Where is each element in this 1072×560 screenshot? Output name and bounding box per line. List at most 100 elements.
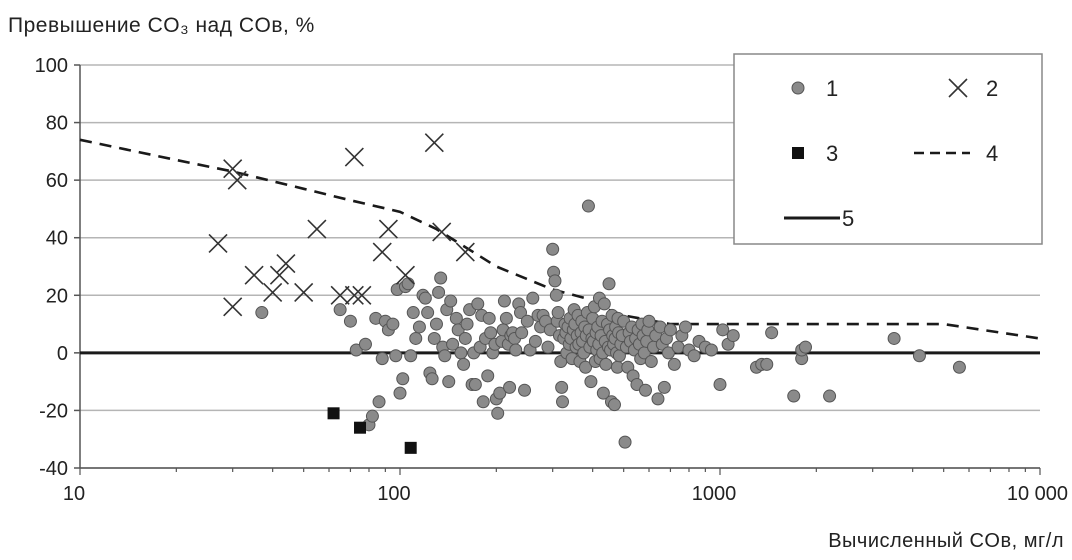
point-series-1 bbox=[432, 285, 446, 299]
point-series-1 bbox=[446, 337, 460, 351]
point-series-1 bbox=[457, 357, 471, 371]
legend-marker bbox=[792, 147, 804, 159]
y-tick-label: 20 bbox=[46, 285, 68, 307]
point-series-1 bbox=[514, 306, 528, 320]
point-series-1 bbox=[618, 435, 632, 449]
point-series-1 bbox=[716, 323, 730, 337]
legend-item-2: 2 bbox=[948, 76, 998, 101]
point-series-1 bbox=[365, 409, 379, 423]
point-series-1 bbox=[551, 306, 565, 320]
y-tick-label: -20 bbox=[39, 400, 68, 422]
x-marker-stroke bbox=[208, 233, 228, 254]
point-series-2 bbox=[223, 159, 243, 179]
legend-item-1: 1 bbox=[791, 76, 838, 101]
legend-label: 1 bbox=[826, 76, 838, 101]
point-series-2 bbox=[244, 265, 264, 285]
point-series-2 bbox=[330, 285, 350, 305]
point-series-1 bbox=[546, 242, 560, 256]
point-series-1 bbox=[386, 317, 400, 331]
y-tick-label: 60 bbox=[46, 170, 68, 192]
point-series-2 bbox=[223, 297, 243, 317]
point-series-1 bbox=[460, 317, 474, 331]
point-series-1 bbox=[454, 346, 468, 360]
point-series-2 bbox=[276, 254, 296, 274]
point-series-1 bbox=[333, 303, 347, 317]
x-marker-stroke bbox=[378, 219, 398, 239]
point-series-1 bbox=[687, 349, 701, 363]
point-series-1 bbox=[555, 380, 569, 394]
point-series-1 bbox=[765, 326, 779, 340]
point-series-1 bbox=[543, 323, 557, 337]
x-marker-stroke bbox=[269, 265, 290, 285]
point-series-1 bbox=[349, 343, 363, 357]
x-marker-stroke bbox=[294, 282, 314, 302]
point-series-1 bbox=[434, 271, 448, 285]
point-series-1 bbox=[541, 340, 555, 354]
point-series-1 bbox=[375, 352, 389, 366]
y-tick-label: 40 bbox=[46, 228, 68, 250]
point-series-2 bbox=[372, 242, 392, 262]
point-series-1 bbox=[704, 343, 718, 357]
point-series-1 bbox=[481, 369, 495, 383]
point-series-1 bbox=[887, 331, 901, 345]
point-series-1 bbox=[503, 380, 517, 394]
point-series-2 bbox=[455, 242, 475, 262]
point-series-1 bbox=[596, 386, 610, 400]
point-series-2 bbox=[208, 233, 228, 254]
point-series-3 bbox=[404, 441, 417, 454]
x-marker-stroke bbox=[372, 242, 392, 262]
x-marker-stroke bbox=[432, 222, 452, 242]
point-series-2 bbox=[294, 282, 314, 302]
point-series-1 bbox=[952, 360, 966, 374]
point-series-1 bbox=[449, 311, 463, 325]
point-series-1 bbox=[678, 320, 692, 334]
point-series-1 bbox=[401, 277, 415, 291]
point-series-2 bbox=[395, 265, 416, 285]
x-marker-stroke bbox=[424, 133, 444, 153]
y-tick-label: 100 bbox=[35, 55, 68, 77]
x-marker-stroke bbox=[395, 265, 416, 285]
point-series-2 bbox=[378, 219, 398, 239]
point-series-1 bbox=[579, 360, 593, 374]
reference-lines bbox=[79, 138, 1041, 355]
point-series-1 bbox=[651, 392, 665, 406]
point-series-1 bbox=[476, 395, 490, 409]
point-series-1 bbox=[509, 343, 523, 357]
point-series-1 bbox=[471, 297, 485, 311]
x-marker-stroke bbox=[455, 242, 475, 262]
point-series-1 bbox=[661, 346, 675, 360]
x-marker-stroke bbox=[344, 147, 364, 167]
point-series-1 bbox=[584, 375, 598, 389]
point-series-1 bbox=[667, 357, 681, 371]
point-series-1 bbox=[427, 331, 441, 345]
point-series-1 bbox=[597, 297, 611, 311]
point-series-1 bbox=[372, 395, 386, 409]
point-series-1 bbox=[638, 383, 652, 397]
legend-label: 3 bbox=[826, 141, 838, 166]
point-series-2 bbox=[269, 265, 290, 285]
x-axis-label: Вычисленный COв, мг/л bbox=[828, 530, 1064, 552]
x-marker-stroke bbox=[352, 285, 372, 305]
point-series-1 bbox=[491, 406, 505, 420]
x-marker-stroke bbox=[263, 282, 283, 302]
point-series-1 bbox=[358, 337, 372, 351]
point-series-1 bbox=[343, 314, 357, 328]
point-series-1 bbox=[396, 372, 410, 386]
point-series-3 bbox=[327, 407, 340, 420]
x-marker-stroke bbox=[330, 285, 350, 305]
point-series-1 bbox=[556, 395, 570, 409]
legend-marker bbox=[791, 81, 805, 95]
x-tick-label: 10 bbox=[63, 483, 85, 505]
point-series-1 bbox=[458, 331, 472, 345]
point-series-1 bbox=[644, 354, 658, 368]
point-series-1 bbox=[484, 326, 498, 340]
x-marker-stroke bbox=[223, 297, 243, 317]
y-tick-label: 80 bbox=[46, 113, 68, 135]
point-series-1 bbox=[412, 320, 426, 334]
legend-label: 4 bbox=[986, 141, 998, 166]
point-series-1 bbox=[520, 314, 534, 328]
point-series-1 bbox=[726, 329, 740, 343]
point-series-2 bbox=[344, 285, 364, 305]
point-series-1 bbox=[515, 326, 529, 340]
trend-line-series-4 bbox=[79, 138, 1041, 340]
